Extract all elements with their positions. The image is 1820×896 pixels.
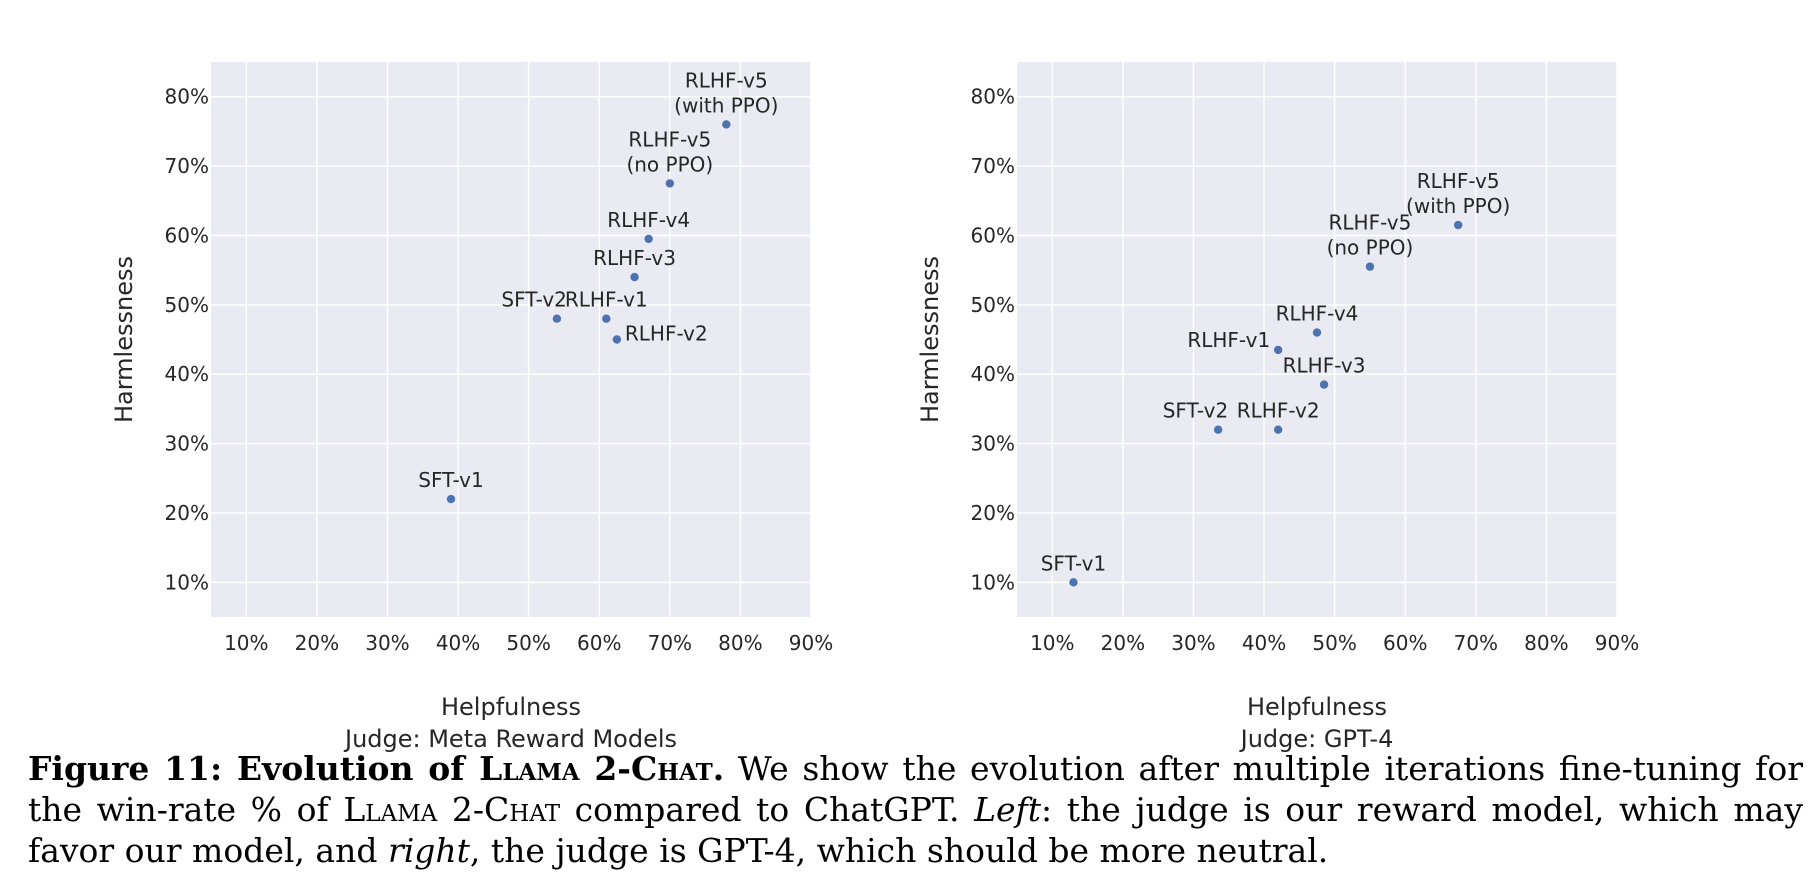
x-tick-label: 30% bbox=[1171, 631, 1215, 655]
point-label: RLHF-v3 bbox=[593, 246, 676, 270]
y-tick-label: 80% bbox=[165, 85, 209, 109]
y-tick-label: 30% bbox=[971, 432, 1015, 456]
y-tick-label: 30% bbox=[165, 432, 209, 456]
point-label: SFT-v1 bbox=[1041, 551, 1106, 575]
data-point bbox=[1213, 425, 1223, 434]
x-tick-label: 40% bbox=[1242, 631, 1286, 655]
data-point bbox=[1365, 262, 1375, 271]
data-point bbox=[612, 335, 622, 344]
x-tick-label: 20% bbox=[295, 631, 339, 655]
y-tick-label: 50% bbox=[165, 293, 209, 317]
point-label: RLHF-v5 (no PPO) bbox=[1327, 211, 1414, 260]
point-label: SFT-v2 bbox=[1163, 399, 1228, 423]
data-point bbox=[1319, 380, 1329, 389]
plot-area bbox=[1017, 62, 1617, 617]
y-tick-label: 60% bbox=[971, 223, 1015, 247]
data-point bbox=[1069, 578, 1078, 587]
x-tick-label: 50% bbox=[1312, 631, 1356, 655]
plot-area bbox=[211, 62, 811, 617]
chart-left-meta-reward-models: 10% 20% 30% 40% 50% 60% 70% 80% 90% 10% 20% 30% 40% 5… bbox=[110, 62, 833, 753]
point-label: RLHF-v5 (with PPO) bbox=[674, 68, 778, 117]
x-tick-label: 60% bbox=[1383, 631, 1427, 655]
data-point bbox=[446, 494, 456, 504]
y-axis-label: Harmlessness bbox=[916, 256, 944, 423]
point-label: RLHF-v2 bbox=[625, 322, 708, 346]
caption-label: Figure 11: Evolution of Llama 2-Chat. bbox=[28, 749, 725, 788]
y-tick-label: 60% bbox=[165, 223, 209, 247]
x-tick-label: 90% bbox=[789, 631, 833, 655]
data-point bbox=[602, 314, 611, 323]
y-tick-label: 80% bbox=[971, 85, 1015, 109]
y-tick-label: 10% bbox=[971, 570, 1015, 594]
y-tick-label: 40% bbox=[165, 362, 209, 386]
point-label: RLHF-v1 bbox=[565, 288, 648, 312]
y-tick-label: 70% bbox=[971, 154, 1015, 178]
x-tick-label: 80% bbox=[1524, 631, 1568, 655]
x-tick-label: 10% bbox=[1030, 631, 1074, 655]
data-point bbox=[1453, 220, 1463, 230]
point-label: RLHF-v5 (no PPO) bbox=[626, 127, 713, 176]
x-tick-label: 50% bbox=[506, 631, 550, 655]
point-label: SFT-v2 bbox=[501, 288, 566, 312]
point-label: RLHF-v1 bbox=[1187, 328, 1270, 352]
x-tick-label: 40% bbox=[436, 631, 480, 655]
data-point bbox=[1273, 425, 1283, 434]
data-point bbox=[722, 120, 731, 129]
x-tick-label: 70% bbox=[1454, 631, 1498, 655]
point-label: RLHF-v2 bbox=[1237, 399, 1320, 423]
data-point bbox=[1273, 345, 1283, 355]
point-label: RLHF-v4 bbox=[607, 208, 690, 232]
x-tick-label: 90% bbox=[1595, 631, 1639, 655]
x-tick-label: 10% bbox=[224, 631, 268, 655]
y-tick-label: 40% bbox=[971, 362, 1015, 386]
y-axis-label: Harmlessness bbox=[110, 256, 138, 423]
chart-subtitle: Judge: Meta Reward Models bbox=[343, 725, 677, 753]
point-label: RLHF-v5 (with PPO) bbox=[1406, 169, 1510, 218]
y-tick-label: 50% bbox=[971, 293, 1015, 317]
data-point bbox=[644, 234, 653, 244]
chart-right-gpt4: 10% 20% 30% 40% 50% 60% 70% 80% 90% 10% 20% 30% 40% 5… bbox=[916, 62, 1639, 753]
y-tick-label: 20% bbox=[971, 501, 1015, 525]
y-tick-label: 20% bbox=[165, 501, 209, 525]
data-point bbox=[1312, 328, 1322, 337]
x-tick-label: 60% bbox=[577, 631, 621, 655]
x-axis-label: Helpfulness bbox=[1247, 693, 1387, 721]
y-tick-label: 70% bbox=[165, 154, 209, 178]
point-label: RLHF-v4 bbox=[1276, 302, 1359, 326]
data-point bbox=[630, 272, 639, 282]
point-label: RLHF-v3 bbox=[1283, 354, 1366, 378]
y-tick-label: 10% bbox=[165, 570, 209, 594]
chart-subtitle: Judge: GPT-4 bbox=[1239, 725, 1394, 753]
data-point bbox=[665, 179, 675, 188]
x-tick-label: 80% bbox=[718, 631, 762, 655]
point-label: SFT-v1 bbox=[418, 468, 483, 492]
x-tick-label: 70% bbox=[648, 631, 692, 655]
data-point bbox=[552, 314, 562, 323]
x-axis-label: Helpfulness bbox=[441, 693, 581, 721]
x-tick-label: 30% bbox=[365, 631, 409, 655]
figure-caption: Figure 11: Evolution of Llama 2-Chat. We… bbox=[28, 749, 1803, 870]
x-tick-label: 20% bbox=[1101, 631, 1145, 655]
